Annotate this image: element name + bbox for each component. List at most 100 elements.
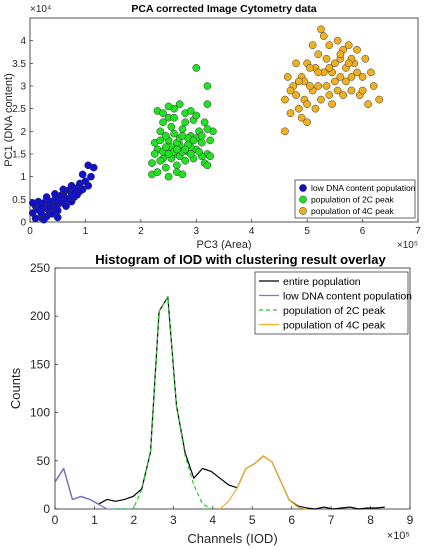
scatter-point-2: [156, 127, 165, 136]
scatter-point-3: [347, 73, 356, 81]
scatter-point-1: [48, 209, 57, 218]
scatter-point-1: [40, 215, 48, 224]
scatter-point-2: [164, 102, 173, 111]
scatter-point-3: [303, 118, 311, 127]
scatter-point-2: [170, 113, 178, 122]
scatter-point-1: [78, 170, 87, 179]
scatter-point-2: [203, 125, 212, 133]
y-tick-label: 4: [20, 36, 26, 47]
scatter-point-3: [319, 32, 328, 40]
scatter-point-3: [311, 104, 320, 113]
scatter-point-3: [342, 77, 350, 86]
y-axis-label: Counts: [8, 367, 23, 409]
scatter-point-3: [297, 113, 306, 122]
chart-title: Histogram of IOD with clustering result …: [95, 252, 386, 267]
y-axis-label: PC1 (DNA content): [3, 73, 15, 167]
legend-marker-2: [299, 195, 307, 204]
scatter-point-2: [178, 132, 187, 140]
y-tick-label: 3.5: [12, 59, 26, 70]
scatter-point-2: [161, 163, 170, 172]
scatter-point-3: [317, 25, 325, 34]
x-exponent-label: ×10⁵: [387, 530, 410, 542]
y-tick-label: 100: [30, 406, 50, 420]
scatter-point-3: [303, 100, 311, 108]
scatter-point-3: [294, 77, 303, 86]
scatter-point-1: [37, 209, 45, 217]
scatter-point-3: [336, 50, 345, 59]
legend-label-3: population of 2C peak: [283, 305, 386, 317]
scatter-point-2: [178, 170, 187, 179]
scatter-point-3: [306, 64, 314, 72]
scatter-point-3: [281, 127, 289, 136]
scatter-point-2: [181, 145, 190, 154]
scatter-point-1: [59, 185, 68, 194]
x-tick-label: 6: [360, 226, 366, 237]
scatter-point-3: [314, 82, 323, 90]
x-tick-label: 0: [27, 226, 33, 237]
legend-label-2: low DNA content population: [283, 291, 412, 303]
scatter-point-2: [170, 129, 178, 138]
scatter-point-2: [173, 161, 181, 170]
scatter-point-3: [322, 54, 331, 63]
scatter-point-2: [195, 147, 203, 156]
scatter-point-3: [358, 73, 367, 81]
scatter-point-1: [51, 190, 59, 198]
scatter-point-2: [164, 150, 173, 158]
x-tick-label: 5: [249, 513, 256, 527]
scatter-point-3: [364, 100, 372, 108]
scatter-point-3: [314, 68, 323, 77]
scatter-point-1: [73, 190, 81, 199]
iod-histogram-chart: Histogram of IOD with clustering result …: [8, 252, 414, 546]
y-tick-label: 1: [20, 172, 26, 183]
scatter-point-1: [28, 199, 37, 207]
scatter-point-3: [333, 86, 342, 95]
scatter-point-3: [317, 95, 325, 104]
legend-marker-3: [299, 207, 307, 215]
x-tick-label: 0: [52, 513, 59, 527]
y-tick-label: 250: [30, 261, 50, 275]
scatter-point-2: [206, 152, 214, 161]
scatter-point-3: [286, 109, 295, 118]
series-line-4: [219, 455, 307, 510]
scatter-point-3: [294, 104, 303, 113]
x-tick-label: 1: [83, 226, 89, 237]
scatter-point-1: [42, 193, 51, 201]
scatter-point-2: [167, 122, 176, 131]
scatter-point-3: [308, 41, 317, 50]
scatter-point-2: [181, 118, 190, 127]
scatter-point-3: [333, 36, 342, 45]
scatter-point-3: [344, 59, 353, 68]
scatter-point-3: [325, 64, 334, 72]
scatter-point-3: [325, 91, 334, 99]
pca-scatter-chart: PCA corrected Image Cytometry data 0 1 2 3 4 5…: [3, 3, 421, 250]
scatter-point-3: [375, 95, 384, 104]
y-tick-label: 1.5: [12, 150, 26, 161]
scatter-point-3: [314, 50, 323, 59]
y-tick-label: 0.5: [12, 195, 26, 206]
scatter-point-2: [148, 159, 156, 167]
legend-label-1: low DNA content population: [311, 183, 416, 193]
scatter-point-1: [45, 203, 54, 212]
scatter-point-3: [369, 82, 378, 90]
scatter-point-1: [31, 214, 40, 223]
scatter-point-3: [361, 54, 370, 63]
y-tick-label: 2.5: [12, 104, 26, 115]
scatter-point-2: [192, 64, 201, 72]
legend-label-4: population of 4C peak: [283, 320, 386, 332]
scatter-point-2: [159, 118, 167, 127]
scatter-point-3: [325, 41, 334, 50]
scatter-point-2: [173, 145, 181, 154]
scatter-point-1: [53, 213, 62, 222]
legend-label-1: entire population: [283, 276, 361, 288]
x-tick-label: 6: [288, 513, 295, 527]
scatter-point-3: [358, 86, 367, 95]
scatter-point-3: [339, 91, 348, 99]
x-tick-label: 2: [131, 513, 138, 527]
scatter-point-2: [164, 172, 173, 181]
scatter-point-2: [203, 82, 212, 90]
y-exponent-label: ×10⁴: [30, 4, 51, 15]
legend-box: [254, 271, 409, 335]
scatter-point-2: [186, 150, 195, 158]
x-tick-label: 5: [304, 226, 310, 237]
scatter-point-2: [175, 100, 184, 108]
